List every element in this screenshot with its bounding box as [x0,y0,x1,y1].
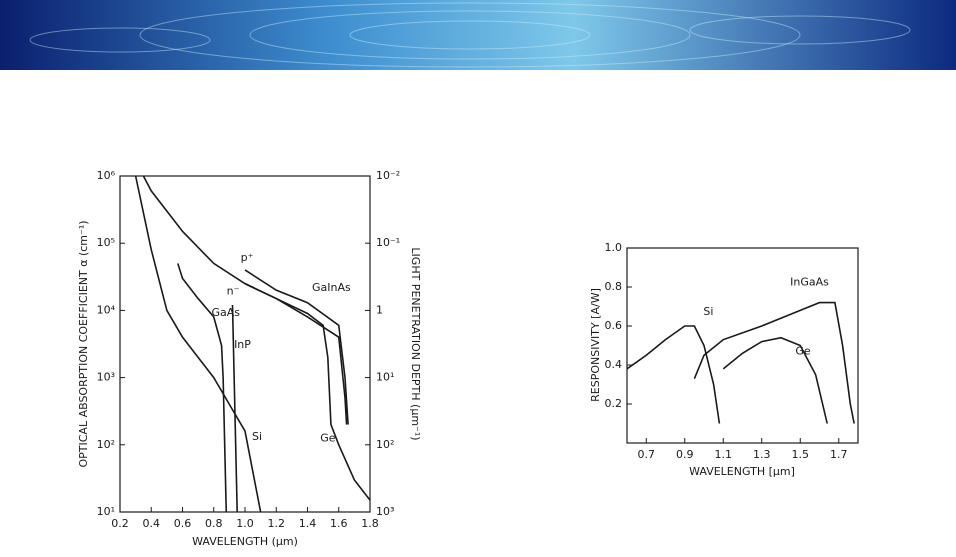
curve-label: Ge [320,432,336,445]
y-tick-label: 10⁴ [97,303,116,316]
y-tick-label: 10⁵ [97,236,115,249]
curve-label: Si [252,430,262,443]
curve [244,269,349,425]
y-tick-label: 10² [97,438,115,451]
y2-tick-label: 10⁻² [376,169,400,182]
curve [134,175,262,513]
curve-label: InP [234,338,251,351]
annotation: GaInAs [312,281,351,294]
x-tick-label: 1.7 [830,448,848,461]
x-tick-label: 1.4 [299,517,317,530]
curve [177,263,228,513]
y-tick-label: 0.8 [605,280,623,293]
x-tick-label: 1.8 [361,517,379,530]
x-tick-label: 0.9 [676,448,694,461]
curve-label: Si [703,305,713,318]
y2-axis-label: LIGHT PENETRATION DEPTH (μm⁻¹) [409,247,422,440]
x-tick-label: 0.8 [205,517,223,530]
curve [626,325,721,424]
banner [0,0,956,70]
y2-tick-label: 10³ [376,505,394,518]
y-axis-label: RESPONSIVITY [A/W] [589,288,602,402]
curve [722,336,828,424]
y-tick-label: 1.0 [605,241,623,254]
x-axis-label: WAVELENGTH (μm) [192,535,298,548]
x-tick-label: 1.0 [236,517,254,530]
y-tick-label: 10⁶ [97,169,116,182]
x-tick-label: 1.2 [268,517,286,530]
x-tick-label: 0.4 [143,517,161,530]
x-tick-label: 1.5 [792,448,810,461]
x-tick-label: 0.2 [111,517,129,530]
y-tick-label: 0.2 [605,397,623,410]
y-tick-label: 0.6 [605,319,623,332]
x-tick-label: 1.6 [330,517,348,530]
plot-frame [626,247,859,444]
curve-label: GaAs [211,306,240,319]
y-axis-label: OPTICAL ABSORPTION COEFFICIENT α (cm⁻¹) [77,220,90,467]
x-axis-label: WAVELENGTH [μm] [689,465,795,478]
x-tick-label: 0.6 [174,517,192,530]
curve-label: Ge [795,345,811,358]
curve [231,305,238,513]
curve [244,282,348,425]
curve-label: p⁺ [241,251,254,264]
curve [142,175,371,501]
curve [693,301,855,424]
y2-tick-label: 10¹ [376,371,394,384]
curve-label: InGaAs [790,276,829,289]
y-tick-label: 10³ [97,371,115,384]
curve-label: n⁻ [227,285,240,298]
y2-tick-label: 10² [376,438,394,451]
y-tick-label: 0.4 [605,358,623,371]
y-tick-label: 10¹ [97,505,115,518]
y2-tick-label: 1 [376,303,383,316]
x-tick-label: 1.3 [753,448,771,461]
x-tick-label: 1.1 [715,448,733,461]
ripples [29,2,911,68]
y2-tick-label: 10⁻¹ [376,236,400,249]
x-tick-label: 0.7 [638,448,656,461]
